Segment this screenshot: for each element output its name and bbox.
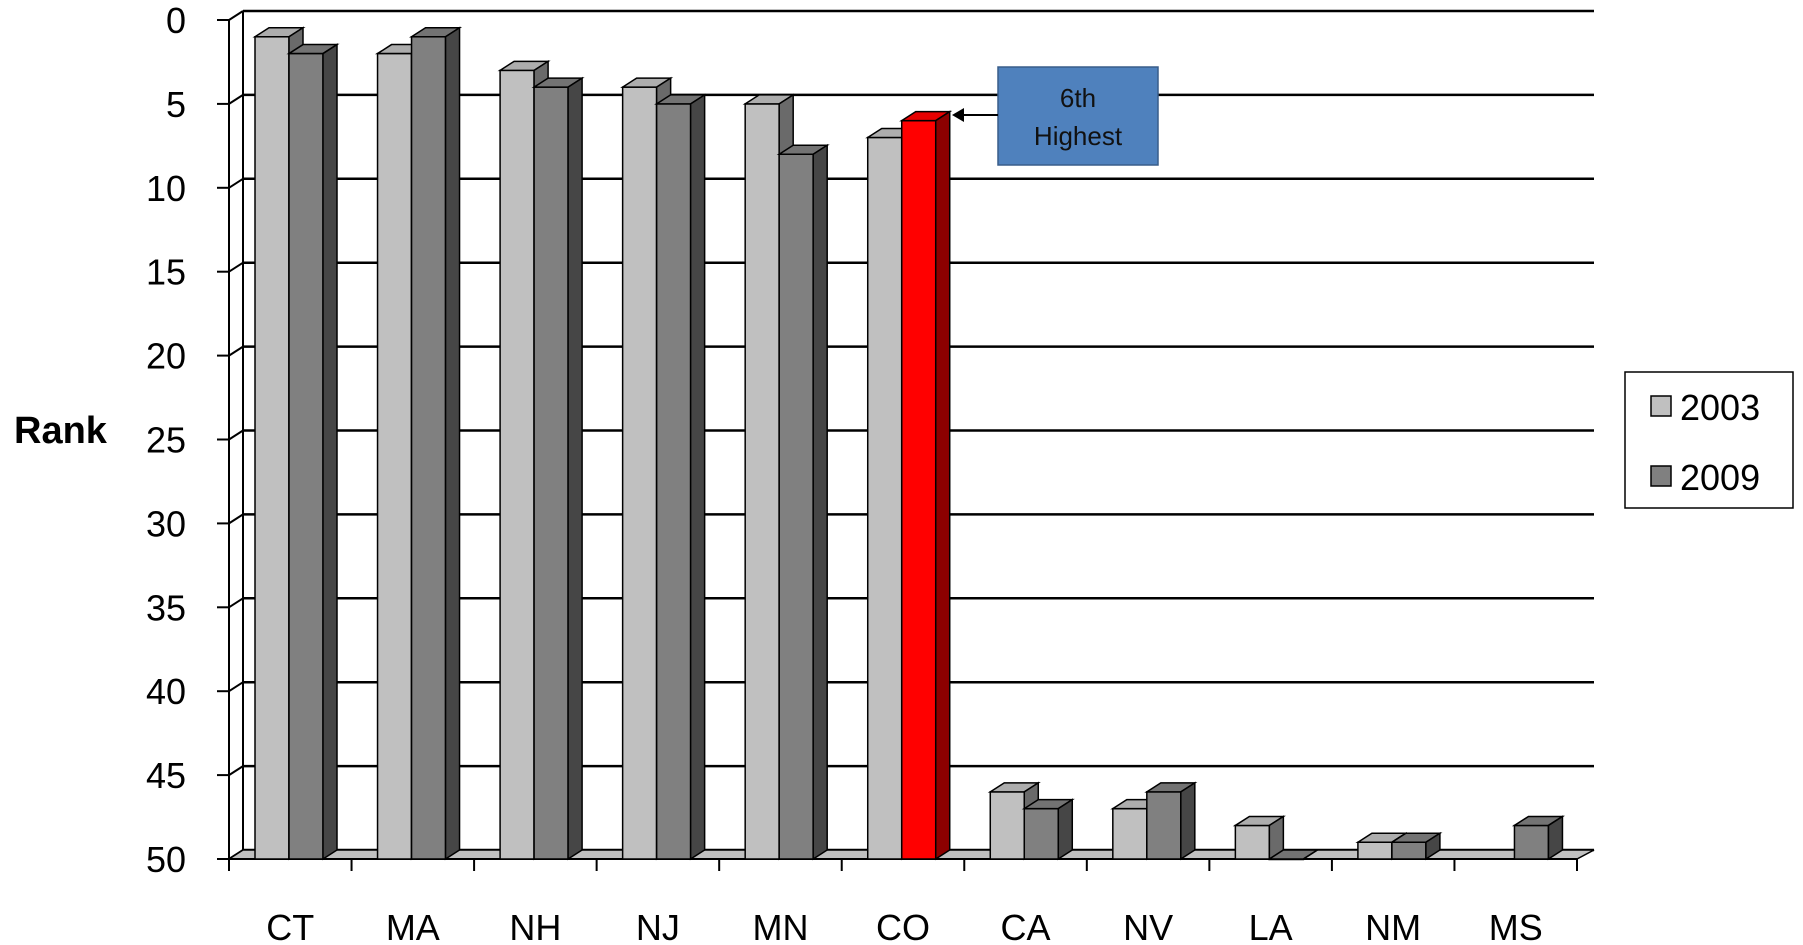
bar-2009-CO: [899, 110, 953, 861]
x-tick-label: NJ: [636, 907, 680, 945]
bar-front: [376, 52, 413, 860]
bar-front: [1146, 791, 1182, 860]
bar-front: [288, 52, 324, 860]
bar-2009-MA: [408, 26, 463, 861]
y-tick-label: 10: [146, 168, 186, 209]
bar-front: [410, 36, 447, 860]
bar-2003-LA: [1232, 815, 1286, 861]
tick-labels: 0 5 10 15 20 25 30 35 40 45 50 CT MA NH NJ MN CO CA NV LA NM…: [146, 0, 1543, 945]
bar-front: [866, 136, 903, 860]
bar-side: [1425, 831, 1441, 861]
bar-front: [499, 69, 535, 860]
bar-front: [1112, 807, 1148, 860]
bar-2009-MN: [776, 143, 830, 861]
bars: [252, 26, 1566, 861]
legend-label-2003: 2003: [1680, 387, 1760, 428]
bar-front: [744, 103, 780, 860]
gridline-depth: [228, 177, 244, 189]
gridline-depth: [228, 345, 244, 357]
bar-2009-NJ: [654, 93, 708, 861]
y-tick-label: 20: [146, 336, 186, 377]
bar-side: [812, 143, 828, 861]
bar-front: [621, 86, 658, 860]
bar-front: [533, 86, 569, 860]
y-tick-label: 35: [146, 587, 186, 628]
bar-side: [567, 76, 583, 861]
bar-side: [934, 110, 951, 861]
bar-front: [655, 103, 692, 860]
y-tick-label: 25: [146, 420, 186, 461]
x-tick-label: LA: [1249, 907, 1293, 945]
y-tick-label: 45: [146, 755, 186, 796]
legend-label-2009: 2009: [1680, 457, 1760, 498]
annotation-text-line2: Highest: [1034, 121, 1123, 151]
x-tick-label: NV: [1123, 907, 1173, 945]
bar-front: [1357, 841, 1393, 860]
x-tick-label: MA: [386, 907, 440, 945]
bar-side: [1057, 798, 1074, 861]
bar-front: [254, 36, 290, 860]
annotation-arrowhead: [952, 108, 964, 122]
bar-side: [689, 93, 706, 861]
bar-side: [1547, 815, 1564, 861]
gridline-depth: [228, 681, 244, 693]
x-tick-label: CT: [266, 907, 314, 945]
annotation-text-line1: 6th: [1060, 83, 1096, 113]
y-tick-label: 50: [146, 839, 186, 880]
bar-2009-CT: [286, 43, 340, 861]
annotation-callout: 6th Highest: [952, 66, 1159, 166]
annotation-box: [997, 66, 1159, 166]
gridline-depth: [228, 261, 244, 273]
x-tick-label: CO: [876, 907, 930, 945]
gridline-depth: [228, 429, 244, 441]
bar-front: [1234, 824, 1271, 860]
bar-2009-NH: [531, 76, 585, 861]
x-tick-label: MS: [1489, 907, 1543, 945]
bar-2009-NV: [1144, 781, 1198, 861]
y-tick-label: 40: [146, 671, 186, 712]
y-tick-label: 15: [146, 252, 186, 293]
bar-front: [778, 153, 814, 860]
gridline-depth: [228, 597, 244, 609]
legend: 2003 2009: [1624, 371, 1794, 509]
gridline-depth: [228, 94, 244, 105]
y-axis-label: Rank: [14, 410, 108, 452]
bar-front: [989, 791, 1026, 860]
bar-2009-NM: [1389, 831, 1443, 861]
gridline-depth: [228, 10, 244, 21]
y-tick-label: 5: [166, 84, 186, 125]
gridline-depth: [228, 513, 244, 525]
bar-side: [444, 26, 461, 861]
x-tick-label: NH: [509, 907, 561, 945]
x-tick-label: NM: [1365, 907, 1421, 945]
gridline-depth: [228, 765, 244, 776]
y-tick-label: 30: [146, 503, 186, 544]
bar-side: [322, 43, 338, 861]
bar-2009-LA: [1266, 849, 1320, 861]
bar-front: [1391, 841, 1427, 860]
y-tick-label: 0: [166, 0, 186, 41]
bar-front: [900, 119, 937, 860]
bar-front: [1513, 824, 1550, 860]
legend-swatch-2009: [1650, 465, 1672, 487]
x-tick-label: MN: [752, 907, 808, 945]
bar-front: [1023, 807, 1060, 860]
bar-side: [1180, 781, 1196, 861]
bar-side: [1302, 849, 1318, 860]
bar-2009-CA: [1021, 798, 1075, 861]
legend-swatch-2003: [1650, 395, 1672, 417]
bar-2009-MS: [1511, 815, 1566, 861]
x-tick-label: CA: [1001, 907, 1051, 945]
